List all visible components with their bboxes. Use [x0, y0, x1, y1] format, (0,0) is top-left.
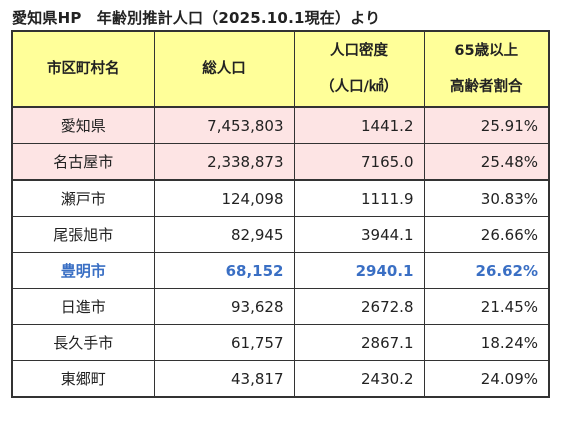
table-row-aichi: 愛知県 7,453,803 1441.2 25.91%: [11, 106, 550, 144]
header-elderly-ratio: 65歳以上 高齢者割合: [423, 30, 550, 108]
cell-density: 2672.8: [293, 288, 425, 325]
cell-density: 2940.1: [293, 252, 425, 289]
cell-population: 2,338,873: [153, 143, 295, 181]
cell-name: 愛知県: [11, 106, 155, 144]
header-elderly-ratio-label: 高齢者割合: [450, 79, 523, 95]
population-table: 市区町村名 総人口 人口密度 （人口/㎢） 65歳以上 高齢者割合 愛知県 7,…: [11, 30, 550, 398]
cell-population: 68,152: [153, 252, 295, 289]
cell-population: 7,453,803: [153, 106, 295, 144]
page-title: 愛知県HP 年齢別推計人口（2025.10.1現在）より: [12, 9, 381, 27]
header-density-label: 人口密度: [330, 43, 388, 59]
table-row-seto: 瀬戸市 124,098 1111.9 30.83%: [11, 179, 550, 217]
cell-elderly: 24.09%: [423, 360, 550, 398]
table-row-toyoake: 豊明市 68,152 2940.1 26.62%: [11, 252, 550, 289]
table-header-row: 市区町村名 総人口 人口密度 （人口/㎢） 65歳以上 高齢者割合: [11, 30, 550, 108]
cell-elderly: 18.24%: [423, 324, 550, 361]
header-population-density: 人口密度 （人口/㎢）: [293, 30, 425, 108]
cell-elderly: 26.66%: [423, 216, 550, 253]
header-elderly-label: 65歳以上: [454, 43, 519, 59]
cell-population: 82,945: [153, 216, 295, 253]
cell-name: 豊明市: [11, 252, 155, 289]
cell-elderly: 26.62%: [423, 252, 550, 289]
cell-name: 日進市: [11, 288, 155, 325]
cell-elderly: 30.83%: [423, 179, 550, 217]
cell-density: 2430.2: [293, 360, 425, 398]
cell-density: 1441.2: [293, 106, 425, 144]
cell-elderly: 25.91%: [423, 106, 550, 144]
table-row-owariasahi: 尾張旭市 82,945 3944.1 26.66%: [11, 216, 550, 253]
cell-name: 瀬戸市: [11, 179, 155, 217]
cell-elderly: 21.45%: [423, 288, 550, 325]
header-municipality: 市区町村名: [11, 30, 155, 108]
cell-name: 東郷町: [11, 360, 155, 398]
cell-name: 名古屋市: [11, 143, 155, 181]
table-row-nisshin: 日進市 93,628 2672.8 21.45%: [11, 288, 550, 325]
cell-population: 93,628: [153, 288, 295, 325]
header-density-unit: （人口/㎢）: [320, 79, 398, 95]
table-row-nagoya: 名古屋市 2,338,873 7165.0 25.48%: [11, 143, 550, 181]
cell-population: 43,817: [153, 360, 295, 398]
cell-density: 3944.1: [293, 216, 425, 253]
cell-name: 長久手市: [11, 324, 155, 361]
cell-elderly: 25.48%: [423, 143, 550, 181]
cell-density: 2867.1: [293, 324, 425, 361]
cell-name: 尾張旭市: [11, 216, 155, 253]
cell-density: 1111.9: [293, 179, 425, 217]
cell-population: 124,098: [153, 179, 295, 217]
header-total-population: 総人口: [153, 30, 295, 108]
table-row-togo: 東郷町 43,817 2430.2 24.09%: [11, 360, 550, 398]
table-row-nagakute: 長久手市 61,757 2867.1 18.24%: [11, 324, 550, 361]
cell-density: 7165.0: [293, 143, 425, 181]
cell-population: 61,757: [153, 324, 295, 361]
